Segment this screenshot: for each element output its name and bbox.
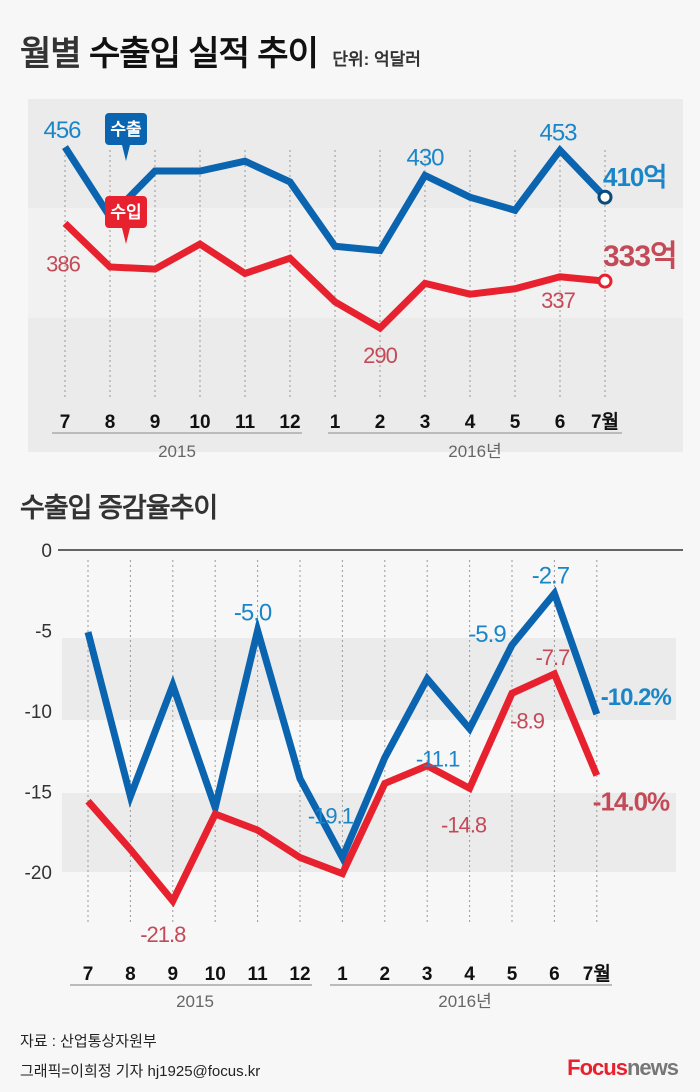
month-tick-label: 4 [465, 412, 476, 433]
legend-label: 수출 [110, 120, 142, 139]
y-tick-label: 0 [41, 541, 52, 562]
legend-callout-import [105, 196, 147, 228]
month-tick-label: 1 [330, 412, 341, 433]
data-label: -5.0 [234, 600, 272, 627]
month-tick-label: 6 [549, 964, 560, 985]
data-label: -14.0% [593, 786, 670, 816]
year-label: 2015 [176, 992, 214, 1011]
month-tick-label: 12 [289, 964, 310, 985]
data-label: -11.1 [416, 747, 460, 772]
legend-label: 수입 [110, 203, 141, 222]
focusnews-logo: Focusnews [567, 1055, 679, 1081]
logo-focus: Focus [567, 1055, 628, 1080]
month-tick-label: 2 [380, 964, 391, 985]
month-tick-label: 8 [125, 964, 136, 985]
data-label: 386 [46, 251, 80, 276]
y-tick-label: -20 [25, 863, 52, 884]
month-tick-label: 4 [464, 964, 475, 985]
source-text: 자료 : 산업통상자원부 [20, 1033, 157, 1050]
year-label: 2016년 [438, 992, 491, 1011]
data-label: -5.9 [468, 621, 506, 648]
data-label: 456 [43, 117, 81, 144]
month-tick-label: 3 [420, 412, 431, 433]
data-label: 337 [541, 288, 575, 313]
title-prefix: 월별 [20, 35, 82, 73]
data-label: 453 [539, 119, 577, 146]
chart-band [28, 318, 683, 452]
month-tick-label: 1 [337, 964, 348, 985]
data-label: 430 [406, 144, 444, 171]
title-bold: 수출입 실적 추이 [89, 35, 319, 73]
month-tick-label: 7월 [583, 963, 611, 985]
month-tick-label: 11 [235, 412, 256, 433]
data-label: 290 [363, 343, 397, 368]
y-tick-label: -15 [25, 783, 52, 804]
y-tick-label: -10 [25, 702, 52, 723]
callout-pointer [122, 145, 130, 161]
month-tick-label: 10 [205, 964, 226, 985]
data-label: -10.2% [601, 684, 672, 711]
data-label: 410억 [603, 162, 666, 192]
month-tick-label: 7 [83, 964, 94, 985]
data-label: 333억 [603, 240, 677, 273]
data-label: -19.1 [308, 804, 354, 829]
unit-label: 단위: 억달러 [332, 50, 421, 69]
logo-news: news [626, 1055, 679, 1080]
data-label: -8.9 [510, 708, 545, 733]
month-tick-label: 7월 [591, 411, 619, 433]
month-tick-label: 9 [150, 412, 161, 433]
y-tick-label: -5 [35, 622, 52, 643]
year-label: 2016년 [448, 442, 501, 461]
month-tick-label: 5 [510, 412, 521, 433]
data-point [597, 189, 613, 205]
chart2-title: 수출입 증감율추이 [20, 493, 218, 523]
month-tick-label: 2 [375, 412, 386, 433]
month-tick-label: 5 [507, 964, 518, 985]
page-title: 월별 수출입 실적 추이 단위: 억달러 [20, 26, 421, 75]
callout-pointer [122, 228, 130, 244]
month-tick-label: 8 [105, 412, 116, 433]
chart-band [62, 793, 676, 872]
month-tick-label: 11 [248, 964, 269, 985]
month-tick-label: 12 [279, 412, 300, 433]
data-label: -2.7 [532, 562, 570, 589]
data-label: -7.7 [535, 645, 570, 670]
data-label: -21.8 [140, 922, 186, 947]
credit-text: 그래픽=이희정 기자 hj1925@focus.kr [20, 1063, 261, 1080]
month-tick-label: 7 [60, 412, 71, 433]
month-tick-label: 6 [555, 412, 566, 433]
month-tick-label: 3 [422, 964, 433, 985]
month-tick-label: 10 [189, 412, 210, 433]
year-label: 2015 [158, 442, 196, 461]
data-label: -14.8 [441, 812, 487, 837]
legend-callout-export [105, 113, 147, 145]
data-point [597, 273, 613, 289]
month-tick-label: 9 [168, 964, 179, 985]
